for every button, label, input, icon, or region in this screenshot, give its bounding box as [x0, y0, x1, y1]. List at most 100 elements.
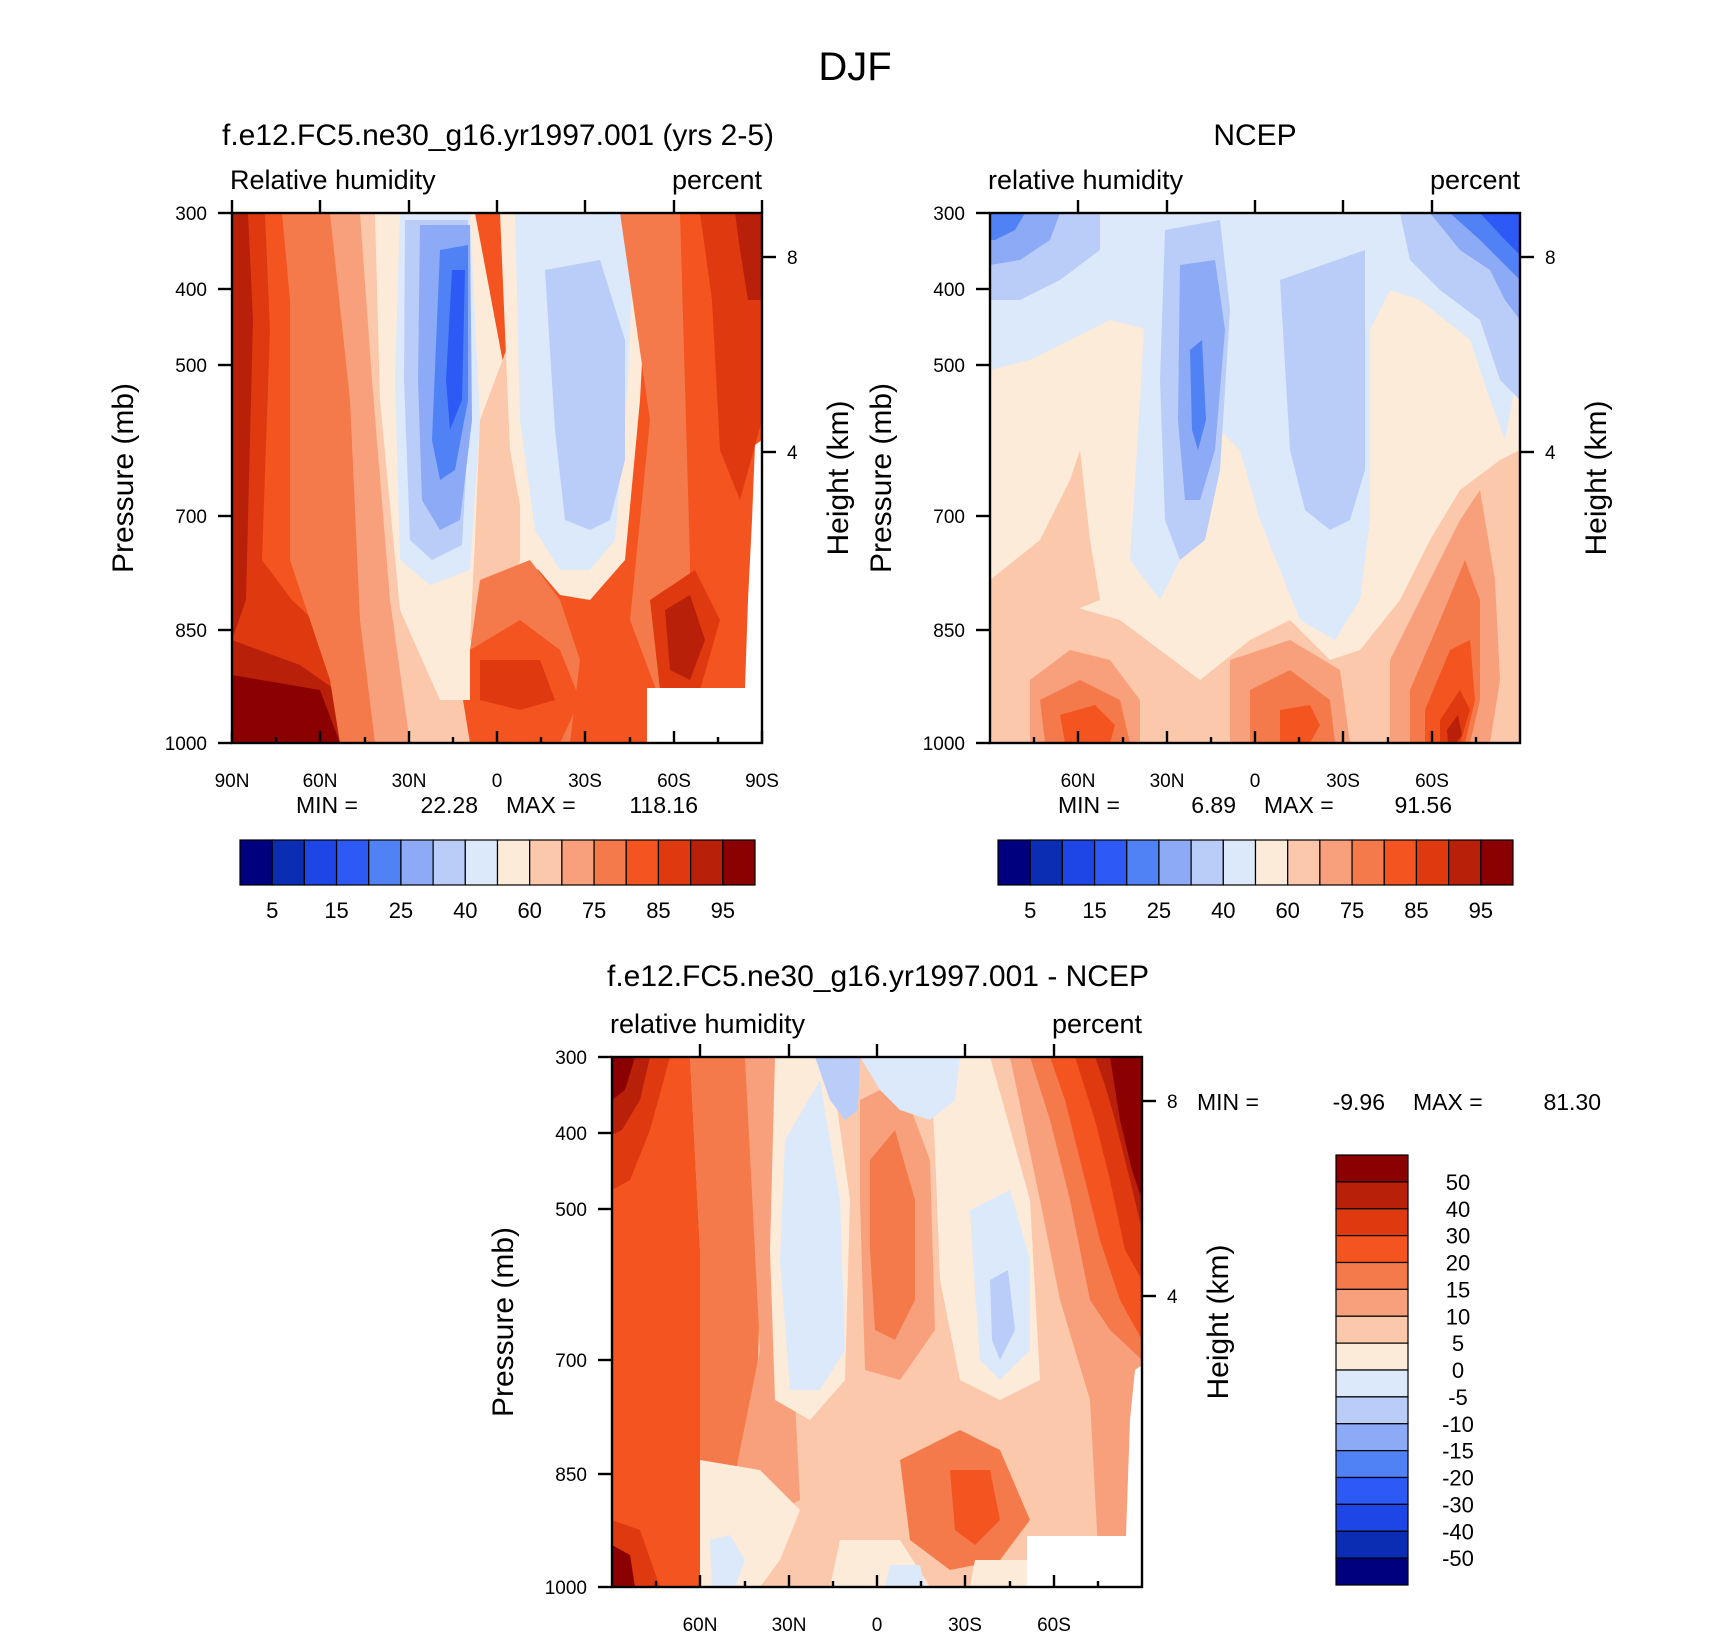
colorbar-swatch [1287, 839, 1321, 886]
y-tick-label: 500 [175, 356, 207, 377]
panel-ncep-units-label: percent [1430, 165, 1521, 195]
colorbar-swatch [1158, 839, 1192, 886]
max-label: MAX = [1413, 1089, 1483, 1115]
x-tick-label: 30S [948, 1615, 982, 1631]
colorbar-swatch [1335, 1503, 1409, 1532]
panel-model-units-label: percent [672, 165, 763, 195]
y2-axis-label: Height (km) [1202, 1244, 1235, 1399]
min-label: MIN = [1058, 792, 1120, 818]
colorbar-swatch [1126, 839, 1160, 886]
colorbar-swatch [593, 839, 627, 886]
colorbar-label: 75 [1340, 898, 1364, 923]
colorbar-swatch [1335, 1450, 1409, 1479]
axes-ncep [976, 200, 1534, 745]
max-value: 81.30 [1543, 1089, 1601, 1115]
colorbar-label: 95 [711, 898, 735, 923]
colorbar-swatch [1335, 1181, 1409, 1210]
colorbar-swatch [1190, 839, 1224, 886]
colorbar-swatch [271, 839, 305, 886]
colorbar-label: 0 [1452, 1358, 1464, 1383]
colorbar-label: -50 [1442, 1546, 1474, 1571]
colorbar-label: 25 [389, 898, 413, 923]
y-axis-label: Pressure (mb) [865, 383, 898, 573]
colorbar-ncep: 5 15 25 40 60 75 85 95 [997, 839, 1514, 923]
y-tick-label: 300 [175, 204, 207, 225]
colorbar-swatch [1351, 839, 1385, 886]
max-label: MAX = [506, 792, 576, 818]
figure-title: DJF [818, 45, 891, 89]
x-tick-label: 0 [872, 1615, 883, 1631]
colorbar-swatch [1061, 839, 1096, 886]
colorbar-label: 10 [1446, 1304, 1470, 1329]
y-tick-label: 850 [175, 621, 207, 642]
y2-tick-label: 4 [1545, 443, 1556, 464]
min-value: -9.96 [1333, 1089, 1385, 1115]
panel-difference-title: f.e12.FC5.ne30_g16.yr1997.001 - NCEP [607, 960, 1149, 993]
colorbar-model: 5 15 25 40 60 75 85 95 [239, 839, 756, 923]
colorbar-swatch [561, 839, 595, 886]
y-tick-label: 700 [933, 507, 965, 528]
colorbar-label: -40 [1442, 1519, 1474, 1544]
colorbar-swatch [1383, 839, 1418, 886]
x-tick-label: 60N [683, 1615, 718, 1631]
panel-model: f.e12.FC5.ne30_g16.yr1997.001 (yrs 2-5) … [107, 119, 855, 923]
colorbar-label: 60 [1275, 898, 1299, 923]
min-value: 6.89 [1191, 792, 1236, 818]
y-axis-label: Pressure (mb) [487, 1227, 520, 1417]
colorbar-swatch [1335, 1288, 1409, 1317]
colorbar-swatch [303, 839, 338, 886]
x-tick-label: 30N [1150, 771, 1185, 792]
y-tick-label: 850 [933, 621, 965, 642]
colorbar-swatch [690, 839, 724, 886]
y-tick-label: 300 [933, 204, 965, 225]
colorbar-label: 40 [1446, 1197, 1470, 1222]
max-value: 118.16 [629, 792, 698, 818]
y-tick-label: 300 [555, 1048, 587, 1069]
x-tick-label: 60S [1415, 771, 1449, 792]
y-tick-label: 850 [555, 1465, 587, 1486]
y2-tick-label: 8 [1545, 248, 1556, 269]
min-label: MIN = [1197, 1089, 1259, 1115]
x-tick-label: 30N [392, 771, 427, 792]
colorbar-swatch [1254, 839, 1289, 886]
colorbar-swatch [1480, 839, 1514, 886]
y2-tick-label: 4 [1167, 1287, 1178, 1308]
colorbar-label: -30 [1442, 1492, 1474, 1517]
panel-ncep-title: NCEP [1213, 119, 1296, 152]
colorbar-label: -5 [1448, 1385, 1468, 1410]
y2-tick-label: 8 [787, 248, 798, 269]
panel-difference-units-label: percent [1052, 1009, 1143, 1039]
colorbar-label: 5 [266, 898, 278, 923]
colorbar-label: 95 [1469, 898, 1493, 923]
axes-difference [598, 1044, 1156, 1589]
x-tick-label: 30N [772, 1615, 807, 1631]
colorbar-swatch [1222, 839, 1257, 886]
ticklabels-ncep: 60N 30N 0 30S 60S 300 400 500 700 850 10… [923, 204, 1556, 792]
max-label: MAX = [1264, 792, 1334, 818]
colorbar-label: -15 [1442, 1439, 1474, 1464]
x-tick-label: 60S [1037, 1615, 1071, 1631]
colorbar-swatch [1448, 839, 1482, 886]
colorbar-swatch [722, 839, 756, 886]
x-tick-label: 90S [745, 771, 779, 792]
colorbar-swatch [1335, 1557, 1409, 1586]
colorbar-swatch [335, 839, 370, 886]
x-tick-label: 90N [215, 771, 250, 792]
colorbar-swatch [529, 839, 563, 886]
min-label: MIN = [296, 792, 358, 818]
y2-tick-label: 8 [1167, 1092, 1178, 1113]
y2-axis-label: Height (km) [822, 400, 855, 555]
colorbar-swatch [1335, 1261, 1409, 1290]
colorbar-swatch [1093, 839, 1128, 886]
x-tick-label: 0 [492, 771, 503, 792]
panel-model-variable-label: Relative humidity [230, 165, 436, 195]
colorbar-swatch [657, 839, 692, 886]
y2-axis-label: Height (km) [1580, 400, 1613, 555]
y-tick-label: 400 [175, 280, 207, 301]
colorbar-label: 30 [1446, 1224, 1470, 1249]
colorbar-swatch [464, 839, 499, 886]
y-tick-label: 1000 [923, 734, 965, 755]
y-tick-label: 500 [555, 1200, 587, 1221]
